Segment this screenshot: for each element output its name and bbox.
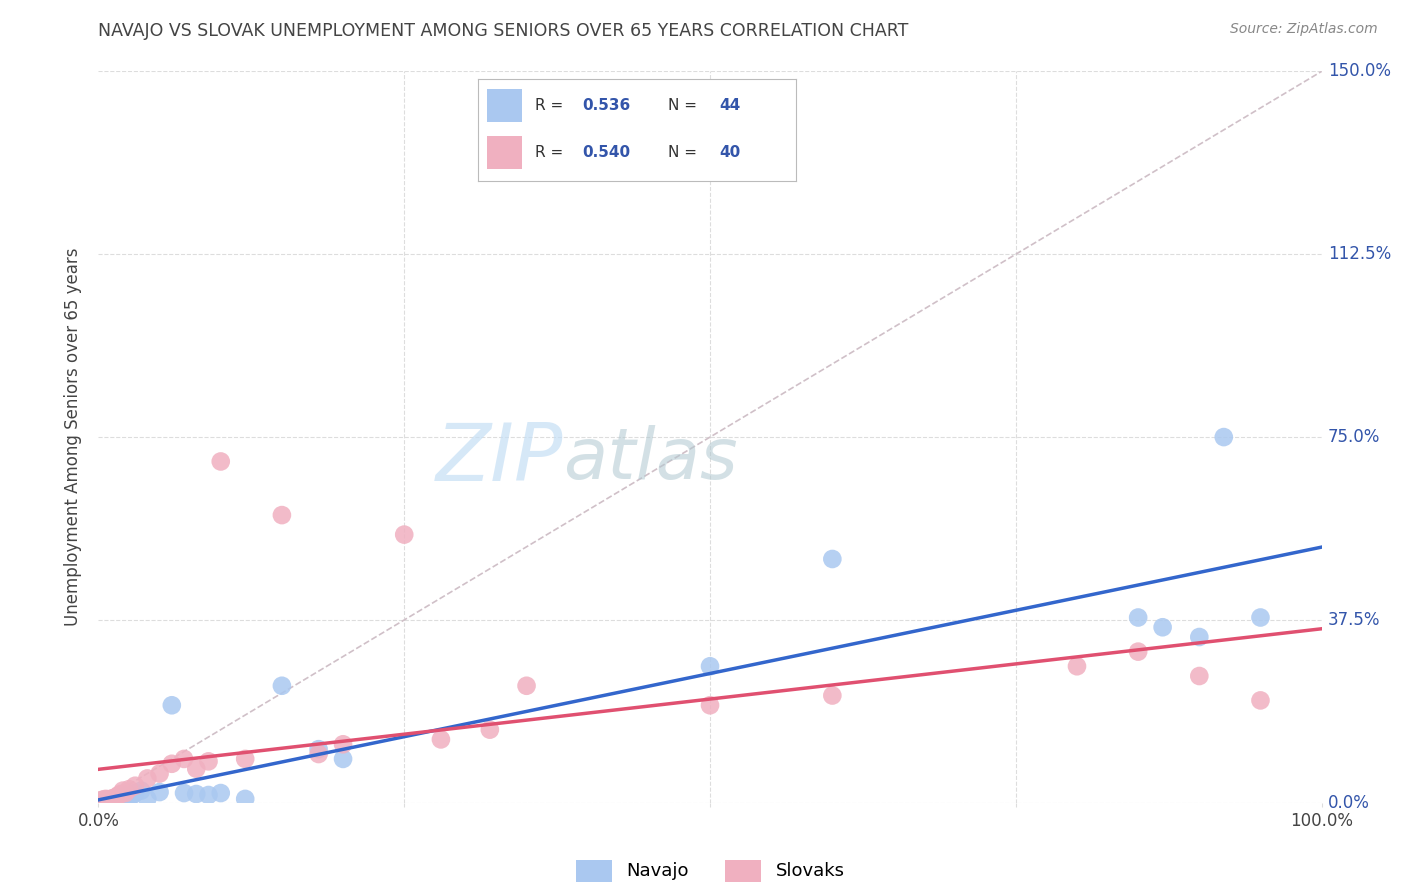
Point <box>1128 610 1150 624</box>
Point <box>90 793 112 807</box>
Point <box>100 794 122 808</box>
Legend: Navajo, Slovaks: Navajo, Slovaks <box>575 860 845 881</box>
Point <box>270 508 294 522</box>
Point <box>97 794 120 808</box>
Text: ZIP: ZIP <box>436 420 564 498</box>
Point <box>1188 630 1211 644</box>
Point <box>430 732 453 747</box>
Y-axis label: Unemployment Among Seniors over 65 years: Unemployment Among Seniors over 65 years <box>65 248 83 626</box>
Text: 0.0%: 0.0% <box>1327 794 1369 812</box>
Text: 37.5%: 37.5% <box>1327 611 1381 629</box>
Point <box>1128 645 1150 659</box>
Point <box>114 786 136 800</box>
Point <box>699 659 721 673</box>
Point <box>98 793 121 807</box>
Point <box>110 787 132 801</box>
Point <box>118 791 141 805</box>
Point <box>160 698 183 713</box>
Point <box>91 794 114 808</box>
Point <box>209 454 232 468</box>
Point <box>136 792 159 806</box>
Text: 112.5%: 112.5% <box>1327 245 1391 263</box>
Point <box>103 794 125 808</box>
Point <box>121 788 143 802</box>
Point <box>114 789 136 803</box>
Point <box>93 793 115 807</box>
Point <box>100 792 122 806</box>
Point <box>107 789 129 803</box>
Point <box>209 786 232 800</box>
Point <box>101 794 124 808</box>
Point <box>821 552 844 566</box>
Point <box>91 794 114 808</box>
Point <box>270 679 294 693</box>
Point <box>96 793 118 807</box>
Point <box>94 792 117 806</box>
Point <box>105 789 128 804</box>
Point <box>101 793 124 807</box>
Point <box>233 752 256 766</box>
Point <box>101 793 124 807</box>
Point <box>173 752 195 766</box>
Point <box>100 793 122 807</box>
Point <box>173 786 195 800</box>
Point <box>107 792 129 806</box>
Text: 150.0%: 150.0% <box>1327 62 1391 80</box>
Point <box>110 792 132 806</box>
Point <box>108 791 131 805</box>
Point <box>233 792 256 806</box>
Text: NAVAJO VS SLOVAK UNEMPLOYMENT AMONG SENIORS OVER 65 YEARS CORRELATION CHART: NAVAJO VS SLOVAK UNEMPLOYMENT AMONG SENI… <box>98 22 908 40</box>
Point <box>94 793 117 807</box>
Point <box>308 747 330 761</box>
Point <box>111 783 134 797</box>
Point <box>160 756 183 771</box>
Point <box>1249 693 1271 707</box>
Point <box>111 789 134 804</box>
Point <box>97 793 120 807</box>
Point <box>118 782 141 797</box>
Point <box>136 772 159 786</box>
Point <box>332 752 354 766</box>
Point <box>699 698 721 713</box>
Point <box>392 527 416 541</box>
Point <box>197 755 219 769</box>
Text: 75.0%: 75.0% <box>1327 428 1381 446</box>
Point <box>93 794 115 808</box>
Point <box>308 742 330 756</box>
Text: Source: ZipAtlas.com: Source: ZipAtlas.com <box>1230 22 1378 37</box>
Point <box>1212 430 1234 444</box>
Point <box>96 794 118 808</box>
Point <box>332 737 354 751</box>
Point <box>105 793 128 807</box>
Point <box>129 783 152 797</box>
Point <box>1188 669 1211 683</box>
Point <box>186 762 208 776</box>
Point <box>1152 620 1174 634</box>
Point <box>97 794 120 808</box>
Point <box>1066 659 1088 673</box>
Point <box>124 786 146 800</box>
Point <box>124 779 146 793</box>
Point <box>1249 610 1271 624</box>
Point <box>478 723 501 737</box>
Point <box>90 794 112 808</box>
Point <box>91 793 114 807</box>
Point <box>91 792 114 806</box>
Point <box>149 785 172 799</box>
Point <box>101 791 124 805</box>
Point <box>98 792 121 806</box>
Text: atlas: atlas <box>564 425 738 493</box>
Point <box>821 689 844 703</box>
Point <box>515 679 537 693</box>
Point <box>149 766 172 780</box>
Point <box>104 793 127 807</box>
Point <box>103 791 125 805</box>
Point <box>111 793 134 807</box>
Point <box>197 788 219 802</box>
Point <box>186 787 208 801</box>
